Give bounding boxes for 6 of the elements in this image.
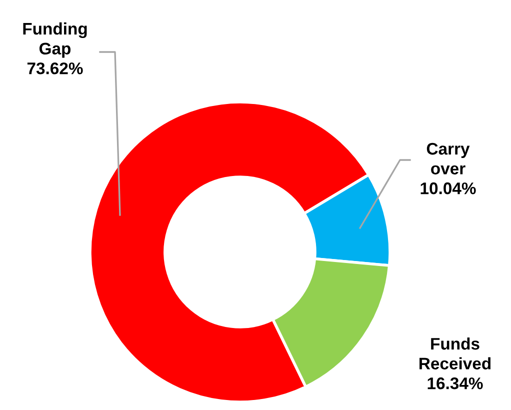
data-label: 16.34% xyxy=(428,377,483,390)
data-label: 10.04% xyxy=(420,182,476,194)
data-label: 73.62% xyxy=(27,62,83,74)
slice-label: Funds Received xyxy=(420,337,490,370)
slice-label: Funding Gap xyxy=(23,22,87,58)
slice-label: Carry over xyxy=(426,142,470,174)
